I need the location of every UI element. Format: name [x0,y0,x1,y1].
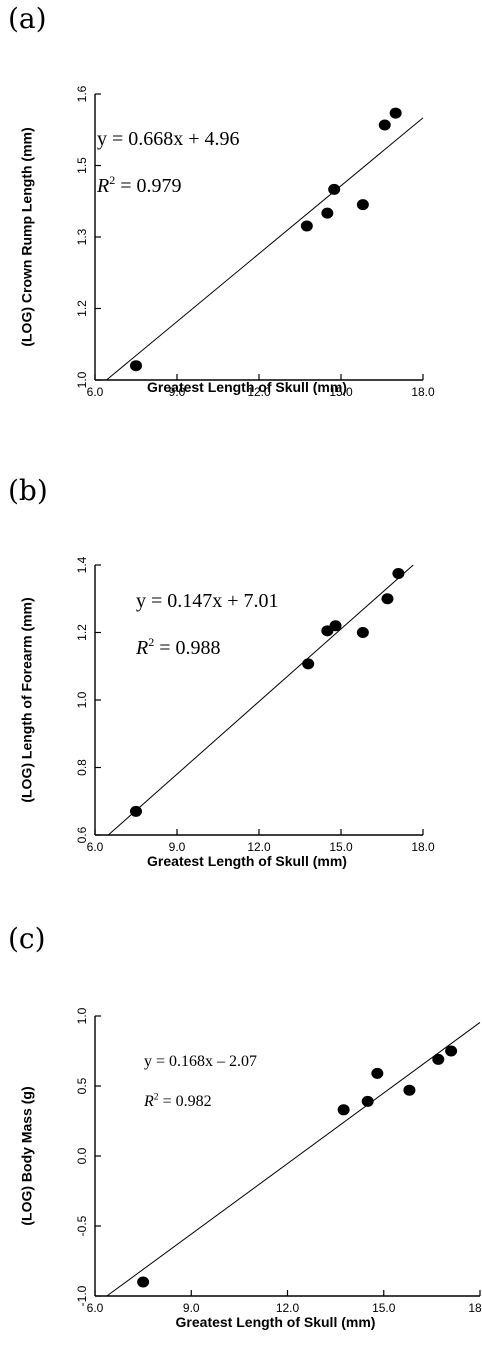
y-tick-label: 0.0 [75,1147,89,1164]
x-axis-title: Greatest Length of Skull (mm) [147,853,347,869]
regression-line [106,1022,481,1297]
x-tick-label: 15.0 [329,385,353,399]
data-point [337,1104,350,1116]
y-tick-label: 1.5 [75,157,89,174]
x-tick-label: 18.0 [411,840,435,854]
data-point [130,805,142,817]
y-tick-label: 1.2 [75,300,89,317]
panel-label: (a) [8,2,47,35]
data-point [321,207,334,219]
data-point [130,360,142,372]
data-point [403,1084,416,1096]
chart-panel-2: (b) 6.0 9.0 12.0 15.0 18.0 0.6 0.8 1.0 1.2 1.4 Grea… [8,474,435,869]
x-tick-label: 6.0 [87,385,104,399]
y-axis-title: (LOG) Length of Forearm (mm) [19,597,35,802]
x-tick-label: 6.0 [87,1301,104,1315]
data-point [445,1045,458,1057]
data-point [137,1276,150,1288]
data-point [300,220,313,232]
data-point [328,183,341,195]
x-tick-label: 12.0 [247,840,271,854]
y-tick-label: 1.2 [75,624,89,641]
y-tick-label: 0.8 [75,759,89,776]
x-tick-label: 18.0 [411,385,435,399]
data-point [361,1095,374,1107]
y-tick-label: 0.6 [75,826,89,843]
r-squared-label: R2 = 0.988 [135,635,221,659]
y-tick-label: 1.0 [75,1007,89,1024]
x-tick-label: 9.0 [169,385,186,399]
regression-equation: y = 0.168x – 2.07 [144,1053,257,1070]
panel-label: (b) [8,474,48,507]
data-point [389,107,402,119]
x-tick-label: 15.0 [329,840,353,854]
data-point [378,119,391,131]
y-tick-label: 0.5 [75,1077,89,1094]
y-tick-label: 1.3 [75,228,89,245]
data-point [371,1067,384,1079]
chart-panel-1: (a) 6.0 9.0 12.0 15.0 18.0 1.0 1.2 1.3 1.5 1.6 Grea… [8,2,435,399]
x-axis-title: Greatest Length of Skull (mm) [176,1314,376,1330]
data-point [381,593,394,605]
data-point [356,199,369,211]
y-tick-label: 1.0 [75,371,89,388]
data-point [432,1053,445,1065]
x-tick-label: 9.0 [169,840,186,854]
x-tick-label: 12.0 [247,385,271,399]
regression-equation: y = 0.668x + 4.96 [97,128,240,150]
y-tick-label: 1.4 [75,556,89,573]
x-tick-label: 15.0 [372,1301,396,1315]
x-axis-title: Greatest Length of Skull (mm) [147,379,347,395]
y-tick-label: -0.5 [75,1215,89,1236]
y-axis-title: (LOG) Body Mass (g) [19,1086,35,1225]
panel-label: (c) [8,922,46,955]
x-tick-label: 6.0 [87,840,104,854]
r-squared-label: R2 = 0.979 [96,173,182,197]
regression-equation: y = 0.147x + 7.01 [136,590,279,612]
y-axis-title: (LOG) Crown Rump Length (mm) [19,127,35,346]
data-point [356,627,369,638]
x-tick-label: 18.0 [468,1301,482,1315]
x-tick-label: 12.0 [276,1301,300,1315]
x-tick-label: 9.0 [183,1301,200,1315]
data-point [302,658,315,670]
data-point [329,620,342,632]
regression-line [106,117,424,381]
r-squared-label: R2 = 0.982 [143,1092,212,1110]
data-point [392,567,405,579]
y-tick-label: -1.0 [75,1285,89,1306]
y-tick-label: 1.0 [75,691,89,708]
y-tick-label: 1.6 [75,85,89,102]
chart-panel-3: (c) 6.0 9.0 12.0 15.0 18.0 -1.0 -0.5 0.0 0.5 1.0 Gr… [8,922,482,1330]
regression-line [107,564,414,836]
